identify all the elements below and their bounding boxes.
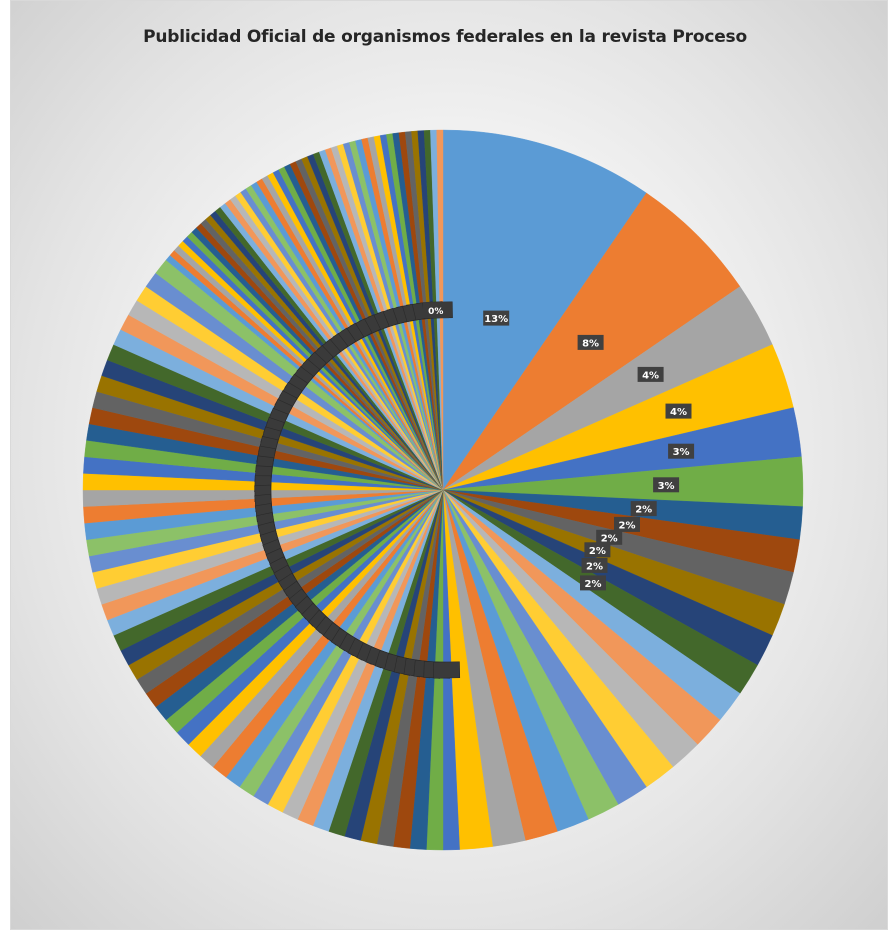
data-label: 0% <box>422 302 449 319</box>
data-label: 2% <box>581 557 608 573</box>
data-label: 3% <box>668 443 695 459</box>
chart-title: Publicidad Oficial de organismos federal… <box>143 27 747 47</box>
pie-slice <box>442 129 647 491</box>
data-label: 2% <box>614 516 640 532</box>
data-label-box <box>483 310 510 326</box>
data-label: 2% <box>630 501 657 517</box>
data-label-box <box>581 557 608 573</box>
data-label-box <box>584 542 611 558</box>
data-label-text: 0% <box>428 307 443 317</box>
data-label: 4% <box>665 403 692 419</box>
data-label-text: 2% <box>589 546 606 557</box>
data-label-text: 2% <box>601 533 618 544</box>
data-label-text: 2% <box>619 520 636 531</box>
data-label: 3% <box>653 477 680 493</box>
data-label: 13% <box>483 310 510 326</box>
data-label: 2% <box>584 542 611 558</box>
data-label-box <box>577 334 604 350</box>
data-label: 2% <box>596 529 623 545</box>
data-label-box <box>580 575 606 591</box>
data-label: 4% <box>637 366 664 382</box>
data-label-box <box>596 529 623 545</box>
data-label: 2% <box>580 575 606 591</box>
data-label-box <box>637 366 664 382</box>
data-label-text: 4% <box>642 370 659 381</box>
data-label-box <box>630 501 657 517</box>
data-label-text: 13% <box>484 314 508 325</box>
data-label-box <box>422 302 449 319</box>
data-label-text: 4% <box>670 407 687 418</box>
data-label-text: 2% <box>585 579 602 590</box>
data-label-text: 8% <box>582 338 599 349</box>
data-label-box <box>668 443 695 459</box>
data-label-text: 2% <box>586 561 603 572</box>
data-label-box <box>614 516 640 532</box>
data-label-box <box>665 403 692 419</box>
data-label-text: 3% <box>673 447 690 458</box>
data-label-box <box>653 477 680 493</box>
data-label-text: 3% <box>658 481 675 492</box>
data-label: 8% <box>577 334 604 350</box>
data-label-text: 2% <box>635 505 652 516</box>
overlapping-label-box <box>433 661 461 679</box>
